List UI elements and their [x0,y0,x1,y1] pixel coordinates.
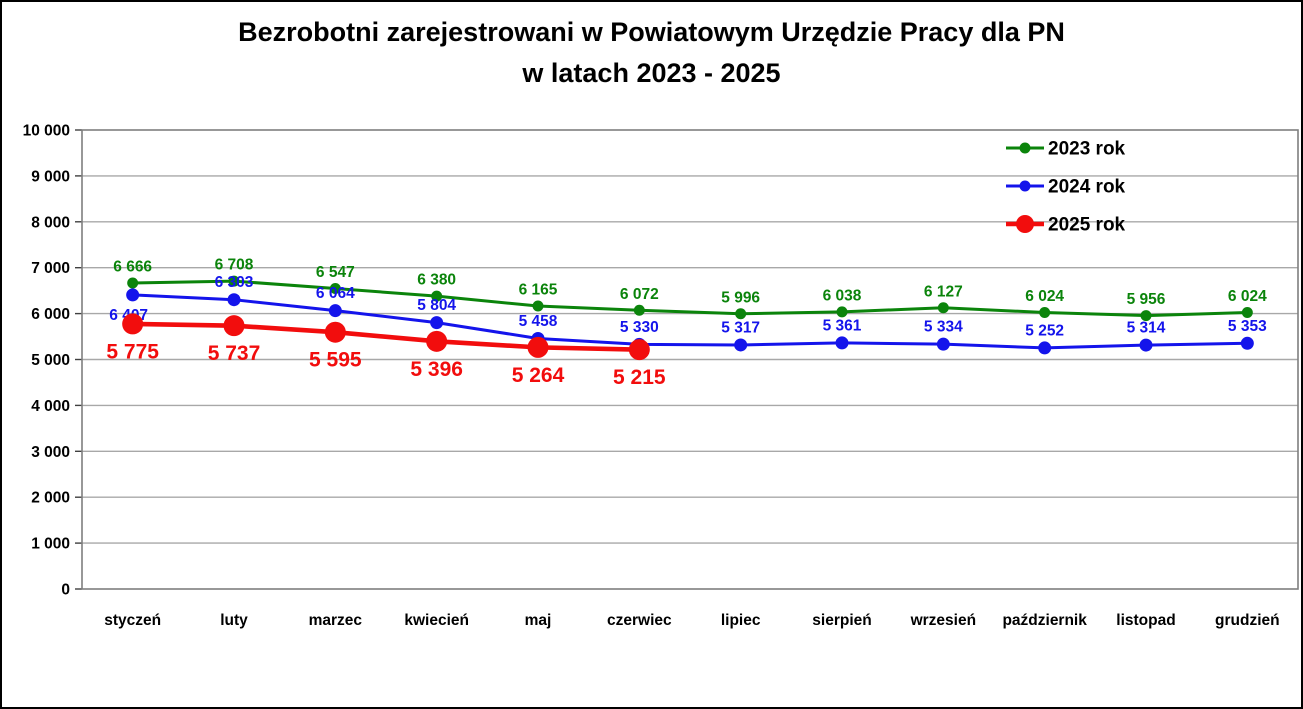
data-point-label: 5 317 [721,319,760,336]
x-axis-label: marzec [309,612,363,629]
legend-marker-dot [1019,180,1031,192]
data-point-label: 5 314 [1127,320,1166,337]
data-point-marker [227,293,241,307]
y-tick-label: 6 000 [31,306,70,323]
legend-item-2023-rok: 2023 rok [1006,139,1126,160]
y-tick-label: 10 000 [23,123,70,140]
legend-label: 2025 rok [1048,215,1126,236]
data-point-marker [633,304,645,316]
data-point-marker [527,336,549,358]
data-point-label: 6 127 [924,283,963,300]
data-point-marker [430,316,444,330]
data-point-label: 5 330 [620,319,659,336]
x-axis-label: lipiec [721,612,761,629]
data-point-label: 6 038 [823,287,862,304]
x-axis-label: luty [220,612,248,629]
data-point-marker [1240,336,1254,350]
data-point-label: 5 595 [309,349,362,372]
legend-marker-dot [1016,215,1034,233]
y-tick-label: 2 000 [31,490,70,507]
data-point-label: 5 956 [1127,291,1166,308]
chart-title: Bezrobotni zarejestrowani w Powiatowym U… [2,12,1301,94]
data-point-marker [324,321,346,343]
data-point-label: 5 458 [519,313,558,330]
y-tick-label: 0 [61,582,70,599]
data-point-label: 5 334 [924,319,963,336]
x-axis-label: sierpień [812,612,871,629]
data-point-label: 6 024 [1025,288,1064,305]
data-point-label: 5 996 [721,289,760,306]
x-axis-label: styczeń [104,612,161,629]
x-axis-label: kwiecień [404,612,469,629]
data-point-marker [1039,306,1051,318]
legend-label: 2024 rok [1048,177,1126,198]
data-point-marker [836,306,848,318]
x-axis-label: czerwiec [607,612,672,629]
y-tick-label: 5 000 [31,352,70,369]
x-axis-label: wrzesień [910,612,976,629]
data-point-label: 6 072 [620,286,659,303]
y-tick-label: 7 000 [31,260,70,277]
data-point-marker [936,337,950,351]
legend-marker-dot [1019,142,1031,154]
chart-title-line2: w latach 2023 - 2025 [522,58,781,88]
data-point-label: 5 215 [613,366,666,389]
data-point-marker [628,339,650,361]
data-point-label: 6 547 [316,264,355,281]
x-axis-label: maj [525,612,552,629]
data-point-marker [532,300,544,312]
chart-title-line1: Bezrobotni zarejestrowani w Powiatowym U… [238,17,1065,47]
legend-item-2024-rok: 2024 rok [1006,177,1126,198]
data-point-label: 6 303 [215,274,254,291]
x-axis-label: październik [1002,612,1087,629]
data-point-label: 6 708 [215,257,254,274]
data-point-marker [431,290,443,302]
data-point-marker [328,304,342,318]
data-point-marker [835,336,849,350]
data-point-marker [1038,341,1052,355]
plot-area-border [81,129,1299,590]
data-point-marker [126,288,140,302]
data-point-marker [426,330,448,352]
data-point-marker [228,275,240,287]
data-point-label: 6 024 [1228,288,1267,305]
y-tick-label: 4 000 [31,398,70,415]
legend-label: 2023 rok [1048,139,1126,160]
data-point-label: 5 361 [823,317,862,334]
x-axis-label: listopad [1116,612,1175,629]
data-point-marker [1139,338,1153,352]
data-point-marker [937,302,949,314]
x-axis-label: grudzień [1215,612,1280,629]
data-point-label: 5 264 [512,364,565,387]
data-point-label: 5 396 [410,358,463,381]
y-tick-label: 3 000 [31,444,70,461]
data-point-label: 5 353 [1228,318,1267,335]
y-tick-label: 9 000 [31,168,70,185]
data-point-marker [1140,310,1152,322]
data-point-label: 6 064 [316,285,355,302]
data-point-marker [223,315,245,337]
data-point-label: 5 737 [208,342,261,365]
data-point-label: 6 380 [417,272,456,289]
data-point-marker [127,277,139,289]
series-line-2025-rok [132,321,640,352]
data-point-label: 6 666 [113,259,152,276]
data-point-label: 5 252 [1025,322,1064,339]
data-point-marker [734,338,748,352]
data-point-label: 6 165 [519,282,558,299]
data-point-label: 5 804 [417,297,456,314]
series-line-2023-rok [132,279,1248,318]
data-point-marker [735,308,747,320]
y-tick-label: 1 000 [31,536,70,553]
y-tick-label: 8 000 [31,214,70,231]
data-point-label: 5 775 [106,340,159,363]
series-line-2024-rok [132,293,1248,350]
legend-item-2025-rok: 2025 rok [1006,215,1126,236]
data-point-marker [329,282,341,294]
data-point-marker [122,313,144,335]
data-point-marker [1241,306,1253,318]
